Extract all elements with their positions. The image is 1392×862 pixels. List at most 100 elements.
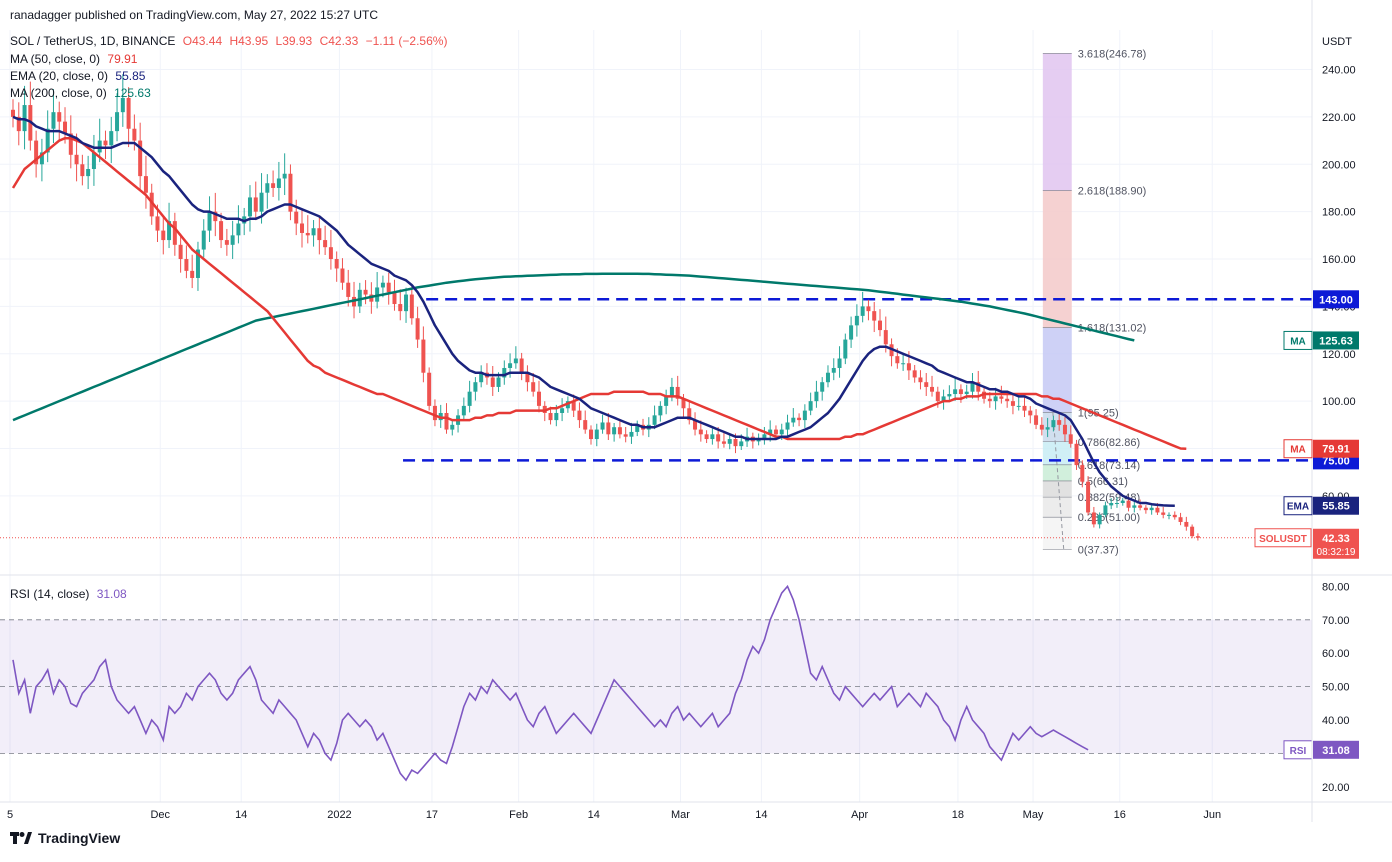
candle-body — [276, 178, 281, 188]
candle-body — [589, 429, 593, 440]
fib-zone — [1042, 190, 1072, 328]
candle-body — [525, 372, 530, 383]
price-tags: 143.00 75.00 MA 125.63 MA 79.91 EMA 55.85 SOLUSD… — [1254, 290, 1359, 559]
candle-body — [901, 363, 906, 365]
last-price-value: 42.33 — [1322, 533, 1350, 545]
time-tick-label: Feb — [509, 809, 528, 821]
fib-zone — [1042, 497, 1072, 518]
candle-body — [733, 439, 738, 447]
candle-body — [195, 249, 200, 278]
candle-countdown: 08:32:19 — [1317, 547, 1356, 558]
rsi-tick-label: 50.00 — [1322, 682, 1350, 694]
ohlc-change: −1.11 (−2.56%) — [365, 34, 448, 48]
candle-body — [16, 116, 21, 132]
candle-body — [513, 358, 518, 364]
candle-body — [346, 282, 351, 297]
ma200-tag-value-box — [1313, 331, 1359, 350]
candle-body — [531, 382, 536, 392]
legend-rsi[interactable]: RSI (14, close) 31.08 — [10, 587, 127, 601]
candle-body — [635, 424, 640, 432]
candle-body — [230, 235, 235, 245]
rsi-band — [0, 619, 1312, 754]
candle-body — [693, 420, 698, 430]
candle-body — [392, 292, 397, 305]
ohlc-open: O43.44 — [182, 34, 223, 48]
rsi-tag-name: RSI — [1290, 746, 1307, 757]
candle-body — [860, 306, 865, 316]
candle-body — [138, 140, 143, 177]
legend-rsi-value: 31.08 — [96, 587, 127, 601]
time-tick-label: 18 — [952, 809, 964, 821]
candle-body — [918, 377, 923, 383]
time-tick-label: 14 — [755, 809, 767, 821]
candle-body — [74, 154, 79, 165]
candle-body — [519, 358, 524, 373]
ma50-tag-name-box — [1283, 439, 1313, 459]
candle-body — [704, 434, 709, 440]
candle-body — [912, 370, 917, 378]
price-tick-label: 220.00 — [1322, 112, 1356, 124]
candle-body — [271, 183, 276, 188]
candle-body — [727, 439, 732, 444]
candle-body — [461, 405, 466, 416]
candle-body — [161, 230, 166, 241]
tradingview-logo[interactable]: TradingView — [10, 830, 120, 846]
candle-body — [785, 422, 790, 430]
candle-body — [583, 420, 588, 430]
fib-level-label: 2.618(188.90) — [1078, 186, 1147, 198]
candle-body — [126, 97, 131, 129]
ma50-tag-value: 79.91 — [1322, 444, 1350, 456]
candle-body — [57, 112, 62, 122]
legend-ma50[interactable]: MA (50, close, 0) 79.91 — [10, 52, 137, 66]
candle-body — [1167, 514, 1171, 516]
candle-body — [1161, 512, 1166, 515]
candle-body — [120, 97, 125, 113]
legend-ema20[interactable]: EMA (20, close, 0) 55.85 — [10, 69, 145, 83]
candle-body — [831, 367, 836, 373]
candle-body — [849, 325, 854, 340]
candle-body — [1190, 526, 1195, 537]
candle-body — [623, 434, 628, 437]
candle-body — [184, 259, 189, 271]
ma50-tag-name: MA — [1290, 445, 1306, 456]
legend-ma200-label: MA (200, close, 0) — [10, 86, 107, 100]
candle-body — [1120, 500, 1125, 504]
price-tick-label: 180.00 — [1322, 207, 1356, 219]
fib-zone — [1042, 53, 1072, 191]
candle-body — [444, 412, 449, 430]
ema20-tag-name: EMA — [1287, 502, 1309, 513]
candle-body — [496, 377, 501, 387]
candle-body — [935, 391, 940, 402]
candle-body — [172, 221, 177, 245]
candle-body — [1138, 505, 1143, 508]
level-tag — [1313, 290, 1359, 309]
candle-body — [80, 164, 85, 177]
symbol-legend[interactable]: SOL / TetherUS, 1D, BINANCE O43.44 H43.9… — [10, 34, 447, 48]
candle-body — [317, 228, 322, 241]
candle-body — [149, 192, 154, 217]
level-tag-label: 143.00 — [1319, 294, 1353, 306]
candle-body — [976, 382, 981, 392]
candle-body — [86, 169, 91, 177]
candle-body — [1143, 507, 1148, 511]
candle-body — [11, 109, 15, 117]
candle-body — [386, 282, 391, 293]
candle-body — [930, 386, 935, 392]
candle-body — [1039, 424, 1044, 430]
candle-body — [1132, 505, 1137, 508]
ema20-tag-name-box — [1283, 496, 1313, 516]
candle-body — [571, 401, 576, 411]
legend-ma50-value: 79.91 — [107, 52, 138, 66]
candle-body — [340, 268, 345, 283]
candles — [11, 74, 1200, 541]
candle-body — [1103, 505, 1108, 515]
candle-body — [467, 391, 472, 406]
ma200-line — [12, 272, 1135, 422]
legend-ma200[interactable]: MA (200, close, 0) 125.63 — [10, 86, 151, 100]
candle-body — [1068, 434, 1073, 444]
candle-body — [675, 386, 680, 399]
candle-body — [236, 223, 241, 236]
legend-ma50-label: MA (50, close, 0) — [10, 52, 101, 66]
